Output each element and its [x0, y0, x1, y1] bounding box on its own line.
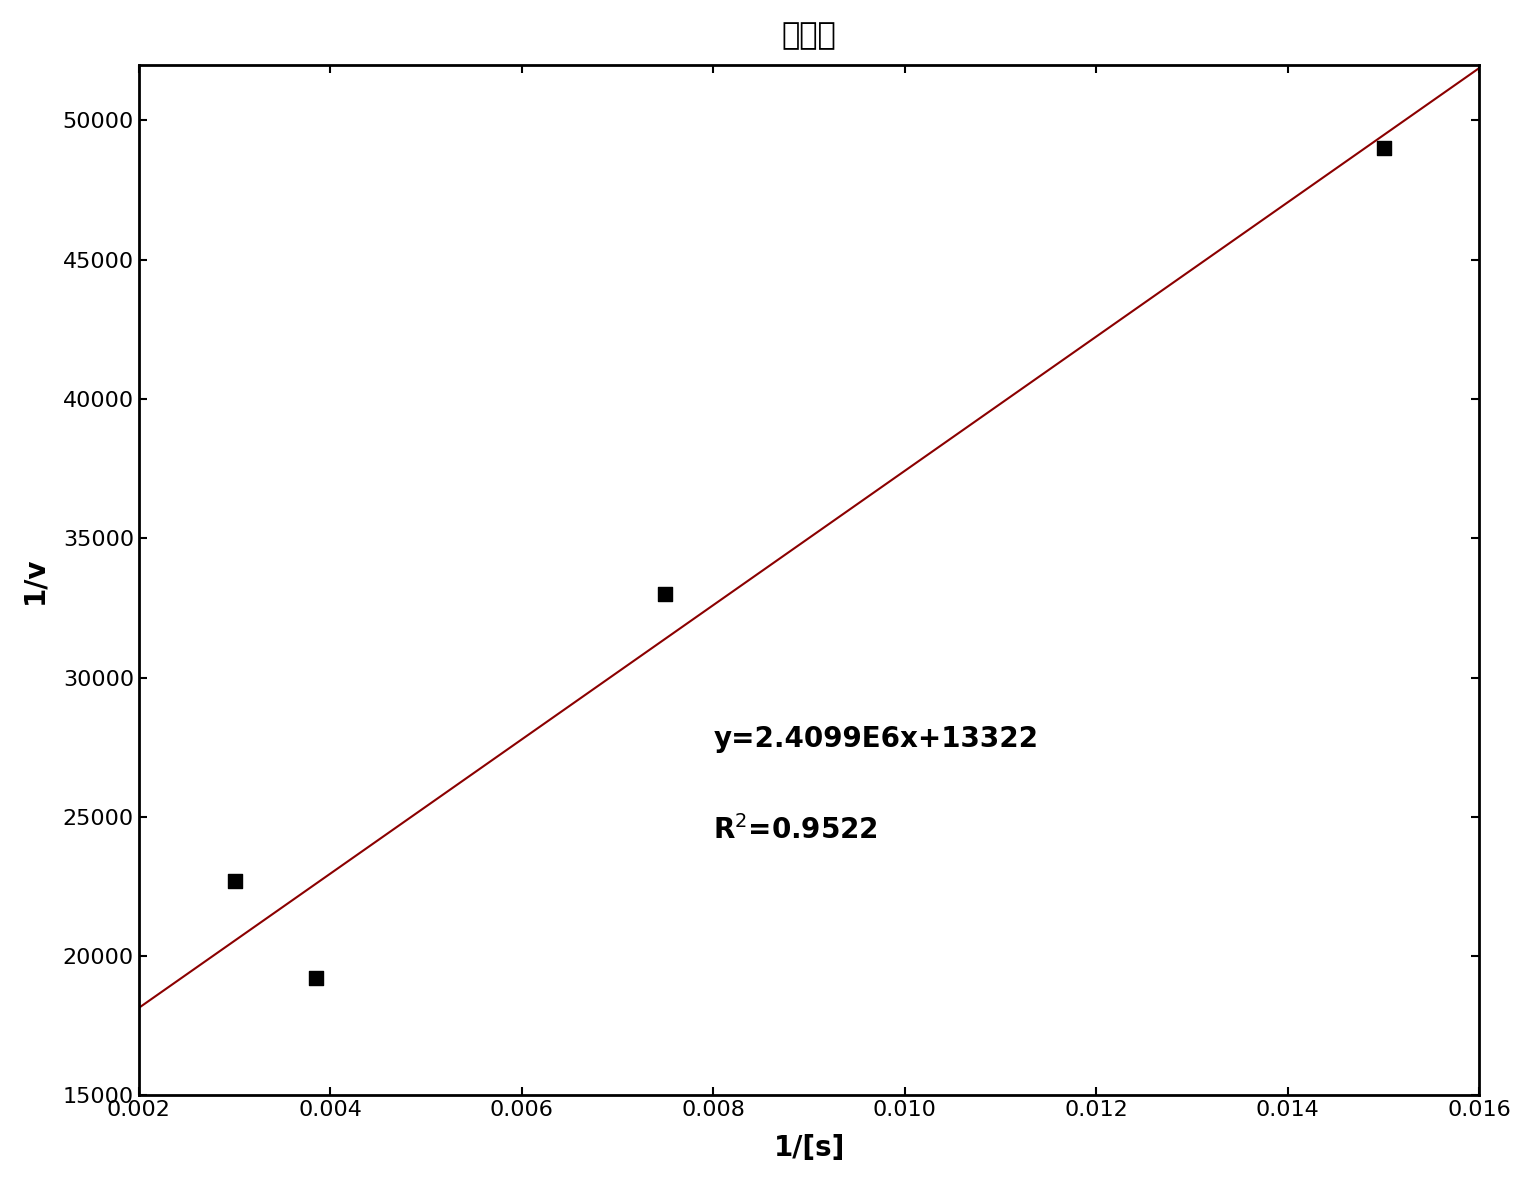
Point [653, 584, 677, 603]
Y-axis label: 1/v: 1/v [21, 556, 49, 603]
Text: y=2.4099E6x+13322: y=2.4099E6x+13322 [714, 725, 1039, 754]
X-axis label: 1/[s]: 1/[s] [774, 1134, 844, 1162]
Title: 突变型: 突变型 [781, 21, 836, 50]
Point [222, 872, 247, 891]
Point [1371, 138, 1396, 157]
Text: R$^2$=0.9522: R$^2$=0.9522 [714, 815, 878, 845]
Point [303, 969, 328, 988]
